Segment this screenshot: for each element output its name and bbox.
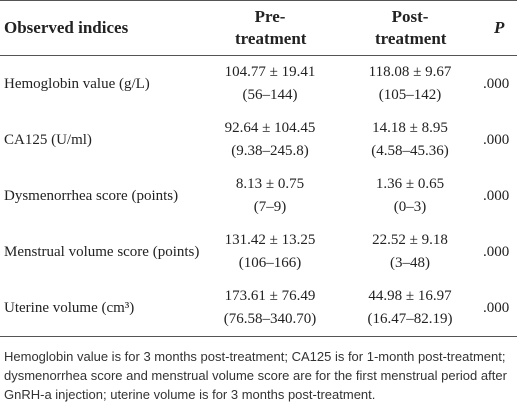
row-label: CA125 (U/ml) <box>4 131 92 148</box>
range: (76.58–340.70) <box>223 311 317 327</box>
range: (9.38–245.8) <box>231 143 309 159</box>
value-cell: 22.52 ± 9.18 (3–48) <box>340 224 480 280</box>
mean-sd: 173.61 ± 76.49 <box>224 288 316 304</box>
range: (0–3) <box>393 199 427 215</box>
p-value: .000 <box>483 187 510 204</box>
mean-sd: 8.13 ± 0.75 <box>235 176 305 192</box>
value-cell: 1.36 ± 0.65 (0–3) <box>340 168 480 224</box>
table-row: Menstrual volume score (points) 131.42 ± … <box>0 224 517 280</box>
data-table: Observed indices Pre-treatment Post-trea… <box>0 0 517 337</box>
value-cell: 118.08 ± 9.67 (105–142) <box>340 56 480 113</box>
table-row: CA125 (U/ml) 92.64 ± 104.45 (9.38–245.8) 14… <box>0 112 517 168</box>
value-cell: 14.18 ± 8.95 (4.58–45.36) <box>340 112 480 168</box>
range: (16.47–82.19) <box>367 311 453 327</box>
mean-sd: 92.64 ± 104.45 <box>224 120 316 136</box>
table-body: Hemoglobin value (g/L) 104.77 ± 19.41 (56–… <box>0 56 517 337</box>
range: (106–166) <box>238 255 302 271</box>
header-row: Observed indices Pre-treatment Post-trea… <box>0 0 517 56</box>
row-label: Hemoglobin value (g/L) <box>4 75 150 92</box>
table-row: Uterine volume (cm³) 173.61 ± 76.49 (76.58… <box>0 280 517 337</box>
value-cell: 131.42 ± 13.25 (106–166) <box>200 224 340 280</box>
mean-sd: 44.98 ± 16.97 <box>368 288 452 304</box>
footnote: Hemoglobin value is for 3 months post-tr… <box>4 349 507 402</box>
table-row: Dysmenorrhea score (points) 8.13 ± 0.75 (7… <box>0 168 517 224</box>
value-cell: 8.13 ± 0.75 (7–9) <box>200 168 340 224</box>
header-cell: P <box>480 0 517 56</box>
row-label: Menstrual volume score (points) <box>4 243 200 260</box>
value-cell: 104.77 ± 19.41 (56–144) <box>200 56 340 113</box>
range: (4.58–45.36) <box>371 143 449 159</box>
row-label: Dysmenorrhea score (points) <box>4 187 179 204</box>
value-cell: 173.61 ± 76.49 (76.58–340.70) <box>200 280 340 337</box>
p-value: .000 <box>483 299 510 316</box>
range: (7–9) <box>253 199 287 215</box>
value-cell: 92.64 ± 104.45 (9.38–245.8) <box>200 112 340 168</box>
header-cell: Pre-treatment <box>200 0 340 56</box>
p-value: .000 <box>483 75 510 92</box>
mean-sd: 14.18 ± 8.95 <box>372 120 448 136</box>
header-cell: Observed indices <box>0 0 200 56</box>
p-value: .000 <box>483 243 510 260</box>
header-cell: Post-treatment <box>340 0 480 56</box>
row-label: Uterine volume (cm³) <box>4 299 135 316</box>
mean-sd: 118.08 ± 9.67 <box>368 64 452 80</box>
range: (3–48) <box>390 255 430 271</box>
value-cell: 44.98 ± 16.97 (16.47–82.19) <box>340 280 480 337</box>
mean-sd: 22.52 ± 9.18 <box>372 232 448 248</box>
range: (105–142) <box>378 87 442 103</box>
range: (56–144) <box>242 87 298 103</box>
p-value: .000 <box>483 131 510 148</box>
mean-sd: 104.77 ± 19.41 <box>224 64 316 80</box>
table-row: Hemoglobin value (g/L) 104.77 ± 19.41 (56–… <box>0 56 517 113</box>
mean-sd: 131.42 ± 13.25 <box>224 232 316 248</box>
mean-sd: 1.36 ± 0.65 <box>375 176 445 192</box>
